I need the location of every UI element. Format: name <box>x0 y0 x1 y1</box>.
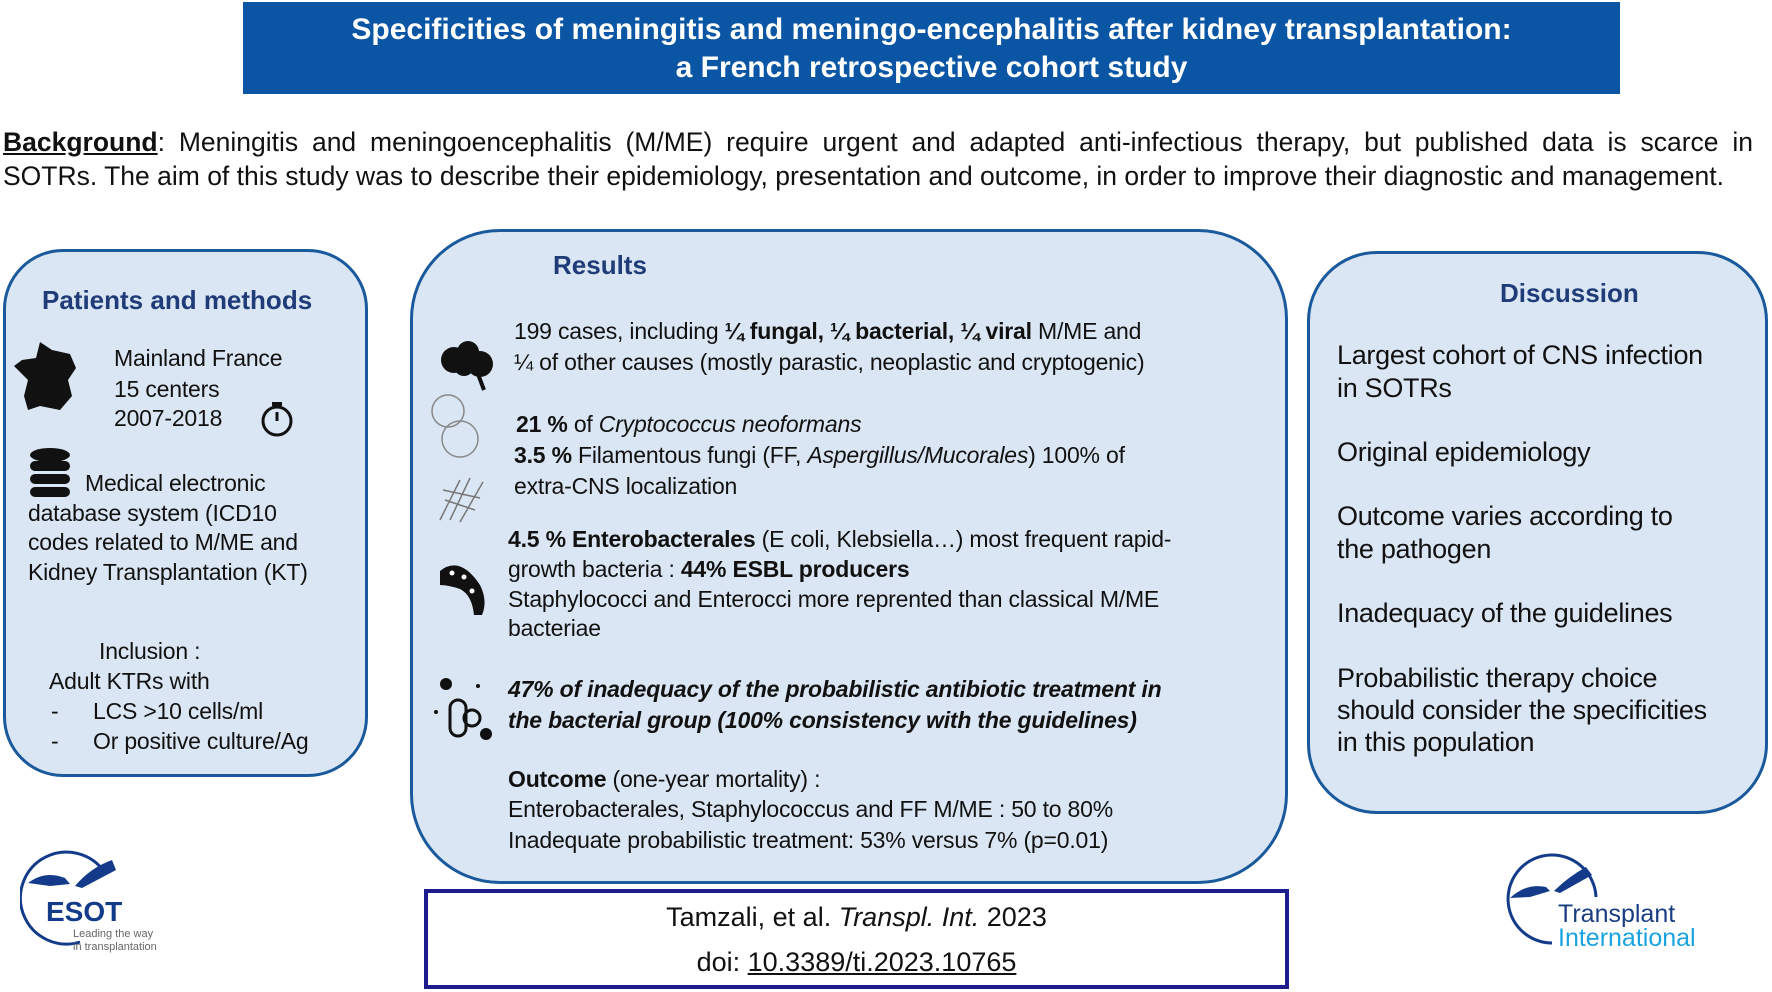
title-line-2: a French retrospective cohort study <box>675 51 1188 84</box>
db-text-3: codes related to M/ME and <box>28 529 298 555</box>
ent-line-1: 4.5 % Enterobacterales (E coli, Klebsiel… <box>508 526 1172 552</box>
antibiotic-pill-icon <box>434 678 492 740</box>
methods-panel <box>3 249 368 777</box>
ff-line: 3.5 % Filamentous fungi (FF, Aspergillus… <box>514 442 1125 468</box>
stopwatch-icon <box>261 402 293 437</box>
methods-title: Patients and methods <box>42 285 313 315</box>
bullet-dash: - <box>51 728 59 754</box>
db-text-2: database system (ICD10 <box>28 500 277 526</box>
discussion-panel <box>1307 251 1768 814</box>
cryptococcus-icon <box>431 394 479 458</box>
inclusion-label: Inclusion : <box>99 638 201 664</box>
results-panel <box>410 229 1288 884</box>
ent-line-3: Staphylococci and Enterocci more reprent… <box>508 586 1160 612</box>
citation-reference: Tamzali, et al. Transpl. Int. 2023 <box>666 902 1047 932</box>
citation-doi: doi: 10.3389/ti.2023.10765 <box>696 947 1017 977</box>
antibiotic-line-2: the bacterial group (100% consistency wi… <box>508 707 1137 733</box>
results-line-1: 199 cases, including ¼ fungal, ¼ bacteri… <box>514 318 1142 344</box>
centers-text: 15 centers <box>114 376 220 402</box>
years-text: 2007-2018 <box>114 405 223 431</box>
transplant-international-logo: Transplant International <box>1506 853 1726 953</box>
brain-icon <box>441 341 493 391</box>
discussion-title: Discussion <box>1500 278 1639 308</box>
database-icon <box>30 448 70 497</box>
bacterium-icon <box>440 565 485 615</box>
inclusion-criterion-2: Or positive culture/Ag <box>93 728 309 754</box>
results-title: Results <box>553 250 647 280</box>
france-map-icon <box>14 342 76 410</box>
discussion-item: Inadequacy of the guidelines <box>1337 598 1673 628</box>
citation-box: Tamzali, et al. Transpl. Int. 2023 doi: … <box>424 889 1289 989</box>
background-text-1: : Meningitis and meningoencephalitis (M/… <box>157 127 1753 157</box>
ent-line-2: growth bacteria : 44% ESBL producers <box>508 556 910 582</box>
doi-link[interactable]: 10.3389/ti.2023.10765 <box>747 947 1017 977</box>
esot-logo: ESOT Leading the way in transplantation <box>20 848 180 960</box>
outcome-line-2: Inadequate probabilistic treatment: 53% … <box>508 827 1109 853</box>
location-text: Mainland France <box>114 345 283 371</box>
outcome-line-1: Enterobacterales, Staphylococcus and FF … <box>508 796 1113 822</box>
inclusion-adult: Adult KTRs with <box>49 668 210 694</box>
db-text-1: Medical electronic <box>85 470 266 496</box>
background-section: Background: Meningitis and meningoenceph… <box>3 125 1753 193</box>
results-line-2: ¼ of other causes (mostly parastic, neop… <box>514 349 1145 375</box>
ent-line-4: bacteriae <box>508 615 601 641</box>
discussion-item: Probabilistic therapy choice should consi… <box>1337 663 1707 757</box>
ti-hands-icon <box>1506 853 1598 945</box>
background-text-2: SOTRs. The aim of this study was to desc… <box>3 161 1724 191</box>
antibiotic-line-1: 47% of inadequacy of the probabilistic a… <box>508 676 1162 702</box>
crypto-line: 21 % of Cryptococcus neoformans <box>516 411 862 437</box>
bullet-dash: - <box>51 698 59 724</box>
inclusion-criterion-1: LCS >10 cells/ml <box>93 698 264 724</box>
discussion-item: Original epidemiology <box>1337 437 1591 467</box>
filamentous-fungi-icon <box>439 477 484 523</box>
title-line-1: Specificities of meningitis and meningo-… <box>351 13 1512 46</box>
outcome-heading: Outcome (one-year mortality) : <box>508 766 821 792</box>
discussion-item: Largest cohort of CNS infection in SOTRs <box>1337 340 1703 403</box>
background-label: Background <box>3 127 158 157</box>
ff-line-2: extra-CNS localization <box>514 473 738 499</box>
discussion-item: Outcome varies according to the pathogen <box>1337 501 1673 564</box>
esot-hands-icon <box>20 850 116 946</box>
poster-title: Specificities of meningitis and meningo-… <box>243 2 1620 94</box>
db-text-4: Kidney Transplantation (KT) <box>28 559 308 585</box>
